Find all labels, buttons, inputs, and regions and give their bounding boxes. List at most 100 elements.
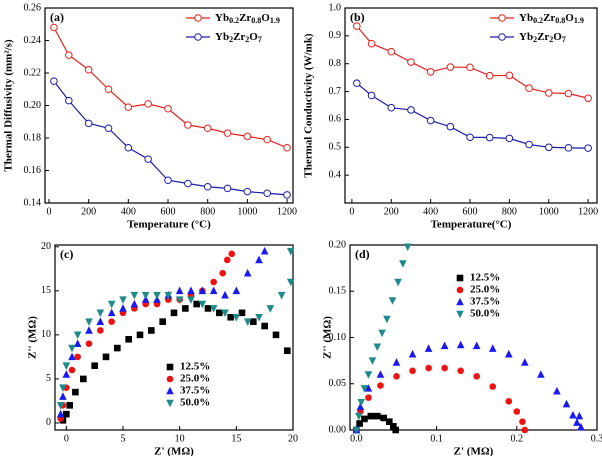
- marker: [148, 327, 155, 334]
- marker: [360, 385, 369, 393]
- marker: [159, 318, 166, 325]
- x-tick-label: 800: [200, 206, 215, 217]
- marker: [513, 408, 521, 415]
- marker: [553, 386, 561, 395]
- marker: [182, 305, 189, 312]
- marker: [521, 426, 529, 434]
- marker: [456, 340, 465, 349]
- marker: [365, 394, 372, 401]
- marker: [124, 143, 133, 152]
- marker: [498, 33, 506, 41]
- marker: [456, 274, 464, 282]
- y-tick-label: 0.4: [329, 169, 342, 180]
- marker: [223, 256, 231, 264]
- marker: [261, 322, 268, 330]
- legend-label: 25.0%: [180, 373, 210, 385]
- x-tick-label: 600: [463, 206, 478, 217]
- marker: [255, 255, 263, 264]
- marker: [243, 132, 252, 141]
- y-tick-label: 1.0: [329, 2, 342, 13]
- marker: [377, 382, 384, 389]
- marker: [380, 414, 387, 422]
- x-tick-label: 0.2: [511, 433, 524, 444]
- marker: [85, 340, 93, 347]
- marker: [373, 343, 382, 352]
- x-tick-label: 15: [231, 433, 241, 444]
- marker: [393, 373, 400, 380]
- legend-label: 37.5%: [180, 385, 210, 397]
- marker: [184, 179, 192, 188]
- y-tick-label: 0.05: [329, 378, 347, 389]
- marker: [238, 309, 246, 317]
- marker: [194, 14, 202, 22]
- marker: [403, 243, 412, 252]
- x-tick-label: 400: [121, 206, 136, 217]
- marker: [521, 358, 529, 366]
- marker: [284, 347, 291, 355]
- marker: [227, 313, 234, 321]
- marker: [357, 398, 366, 407]
- marker: [441, 364, 448, 372]
- marker: [216, 309, 223, 317]
- x-tick-label: 0.1: [430, 433, 443, 444]
- marker: [80, 375, 87, 383]
- marker: [352, 426, 361, 435]
- marker: [184, 121, 192, 129]
- marker: [198, 300, 207, 309]
- marker: [250, 318, 257, 325]
- marker: [376, 370, 385, 378]
- marker: [203, 182, 212, 191]
- x-tick-label: 0: [46, 206, 51, 217]
- marker: [221, 309, 229, 318]
- marker: [266, 305, 275, 313]
- marker: [97, 327, 104, 334]
- marker: [260, 246, 269, 255]
- panel-label: (c): [60, 247, 73, 261]
- y-tick-label: 0.26: [24, 2, 42, 13]
- marker: [562, 399, 571, 408]
- marker: [356, 420, 363, 427]
- marker: [489, 383, 497, 390]
- marker: [84, 119, 93, 128]
- marker: [544, 89, 553, 97]
- marker: [56, 409, 65, 418]
- y-tick-label: 0.10: [329, 332, 347, 343]
- y-tick-label: 0.00: [329, 424, 347, 435]
- marker: [130, 299, 139, 308]
- marker: [193, 300, 200, 308]
- y-tick-label: 0.18: [24, 132, 42, 143]
- marker: [210, 278, 217, 286]
- marker: [108, 318, 115, 325]
- x-tick-label: 1200: [277, 206, 297, 217]
- marker: [355, 412, 363, 421]
- marker: [525, 84, 533, 93]
- y-tick-label: 15: [41, 285, 51, 296]
- marker: [564, 144, 573, 152]
- marker: [537, 370, 545, 378]
- marker: [164, 104, 172, 113]
- x-tick-label: 0: [64, 433, 69, 444]
- marker: [204, 305, 212, 312]
- marker: [104, 124, 113, 133]
- y-tick-label: 0.6: [329, 114, 342, 125]
- marker: [390, 423, 397, 430]
- marker: [72, 388, 79, 396]
- x-tick-label: 200: [81, 206, 96, 217]
- marker: [62, 362, 71, 370]
- marker: [505, 71, 514, 80]
- marker: [66, 402, 74, 409]
- marker: [485, 71, 494, 80]
- marker: [364, 371, 373, 379]
- marker: [243, 268, 252, 277]
- marker: [144, 100, 152, 108]
- x-axis-label: Z' (MΩ): [454, 446, 494, 456]
- marker: [107, 300, 116, 309]
- marker: [50, 23, 58, 32]
- marker: [426, 116, 435, 125]
- y-tick-label: 5: [46, 373, 51, 384]
- marker: [573, 418, 581, 426]
- marker: [353, 22, 361, 30]
- marker: [425, 364, 432, 372]
- y-axis-label: Thermal Conductivity (W/mk): [303, 33, 315, 178]
